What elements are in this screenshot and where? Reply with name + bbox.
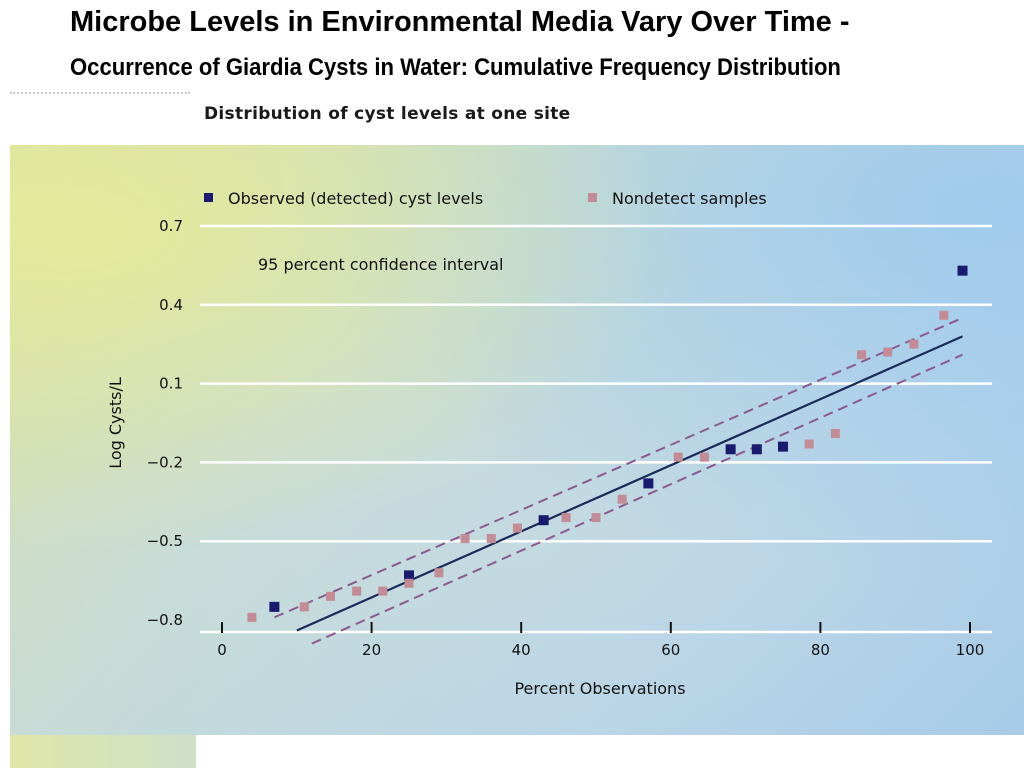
- legend-label-observed: Observed (detected) cyst levels: [228, 189, 483, 208]
- ci-upper-line: [273, 317, 963, 619]
- observed-point: [957, 265, 968, 276]
- nondetect-point: [378, 586, 388, 596]
- nondetect-point: [512, 523, 522, 533]
- y-tick-label: −0.5: [147, 532, 183, 550]
- figure-background: [10, 145, 1024, 735]
- y-tick-label: 0.4: [159, 296, 183, 314]
- y-tick-label: −0.2: [147, 453, 183, 471]
- fit-line: [296, 335, 963, 632]
- nondetect-point: [352, 586, 362, 596]
- observed-point: [404, 570, 414, 581]
- x-tick-label: 20: [362, 641, 381, 659]
- legend-label-nondetect: Nondetect samples: [612, 189, 767, 208]
- y-axis-title: Log Cysts/L: [106, 377, 125, 469]
- nondetect-point: [486, 534, 496, 544]
- nondetect-point: [939, 310, 949, 320]
- nondetect-point: [830, 429, 840, 439]
- observed-point: [751, 444, 762, 455]
- observed-point: [725, 444, 736, 455]
- divider: [10, 92, 190, 94]
- nondetect-point: [325, 591, 335, 601]
- nondetect-point: [299, 602, 309, 612]
- figure-background-strip: [10, 735, 196, 768]
- x-tick-label: 80: [811, 641, 830, 659]
- legend-marker-observed: [204, 193, 213, 202]
- x-tick-label: 40: [512, 641, 531, 659]
- y-tick-label: 0.7: [159, 217, 183, 235]
- y-tick-label: −0.8: [147, 611, 183, 629]
- x-tick-label: 0: [217, 641, 227, 659]
- slide-subtitle: Occurrence of Giardia Cysts in Water: Cu…: [70, 54, 841, 81]
- x-tick-label: 100: [956, 641, 985, 659]
- nondetect-point: [434, 568, 444, 578]
- confidence-interval-annotation: 95 percent confidence interval: [258, 255, 503, 274]
- nondetect-point: [591, 513, 601, 523]
- nondetect-point: [460, 534, 470, 544]
- slide-title: Microbe Levels in Environmental Media Va…: [70, 6, 850, 38]
- y-tick-label: 0.1: [159, 375, 183, 393]
- x-tick-label: 60: [661, 641, 680, 659]
- nondetect-point: [617, 494, 627, 504]
- x-axis-title: Percent Observations: [514, 679, 685, 698]
- nondetect-point: [247, 612, 257, 622]
- nondetect-point: [404, 578, 414, 588]
- nondetect-point: [673, 452, 683, 462]
- observed-point: [538, 515, 549, 526]
- ci-lower-line: [311, 353, 963, 645]
- nondetect-point: [857, 350, 867, 360]
- nondetect-point: [909, 339, 919, 349]
- nondetect-point: [883, 347, 893, 357]
- legend-marker-nondetect: [588, 193, 597, 202]
- chart-title: Distribution of cyst levels at one site: [204, 104, 571, 124]
- observed-point: [778, 441, 788, 452]
- nondetect-point: [804, 439, 814, 449]
- nondetect-point: [561, 513, 571, 523]
- observed-point: [643, 478, 654, 489]
- observed-point: [269, 601, 280, 612]
- nondetect-point: [699, 452, 709, 462]
